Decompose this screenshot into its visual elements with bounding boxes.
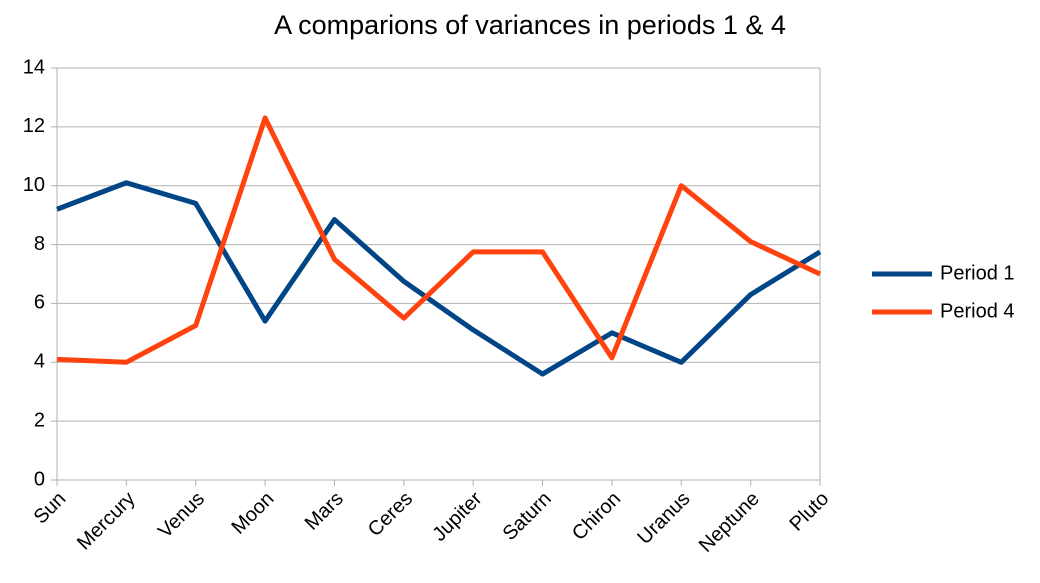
series-line	[56, 180, 822, 377]
legend-label: Period 1	[940, 262, 1015, 284]
legend-label: Period 4	[940, 300, 1015, 322]
x-tick-label: Ceres	[364, 488, 417, 541]
y-tick-label: 6	[34, 292, 45, 314]
x-tick-label: Neptune	[695, 488, 764, 557]
x-tick-label: Venus	[154, 488, 209, 543]
x-tick-label: Mercury	[73, 488, 140, 555]
x-tick-label: Mars	[301, 488, 348, 535]
y-tick-label: 12	[23, 115, 45, 137]
y-tick-label: 2	[34, 409, 45, 431]
x-tick-label: Pluto	[785, 488, 833, 536]
series-line	[56, 115, 822, 365]
y-tick-label: 8	[34, 233, 45, 255]
x-tick-label: Jupiter	[428, 487, 486, 545]
x-tick-label: Chiron	[568, 488, 625, 545]
y-tick-label: 10	[23, 174, 45, 196]
x-tick-label: Sun	[30, 488, 71, 529]
x-tick-label: Uranus	[633, 488, 694, 549]
chart-title: A comparions of variances in periods 1 &…	[274, 10, 786, 40]
x-tick-label: Moon	[227, 488, 278, 539]
y-tick-label: 0	[34, 468, 45, 490]
y-tick-label: 4	[34, 351, 45, 373]
x-tick-label: Saturn	[499, 488, 556, 545]
y-tick-label: 14	[23, 56, 45, 78]
